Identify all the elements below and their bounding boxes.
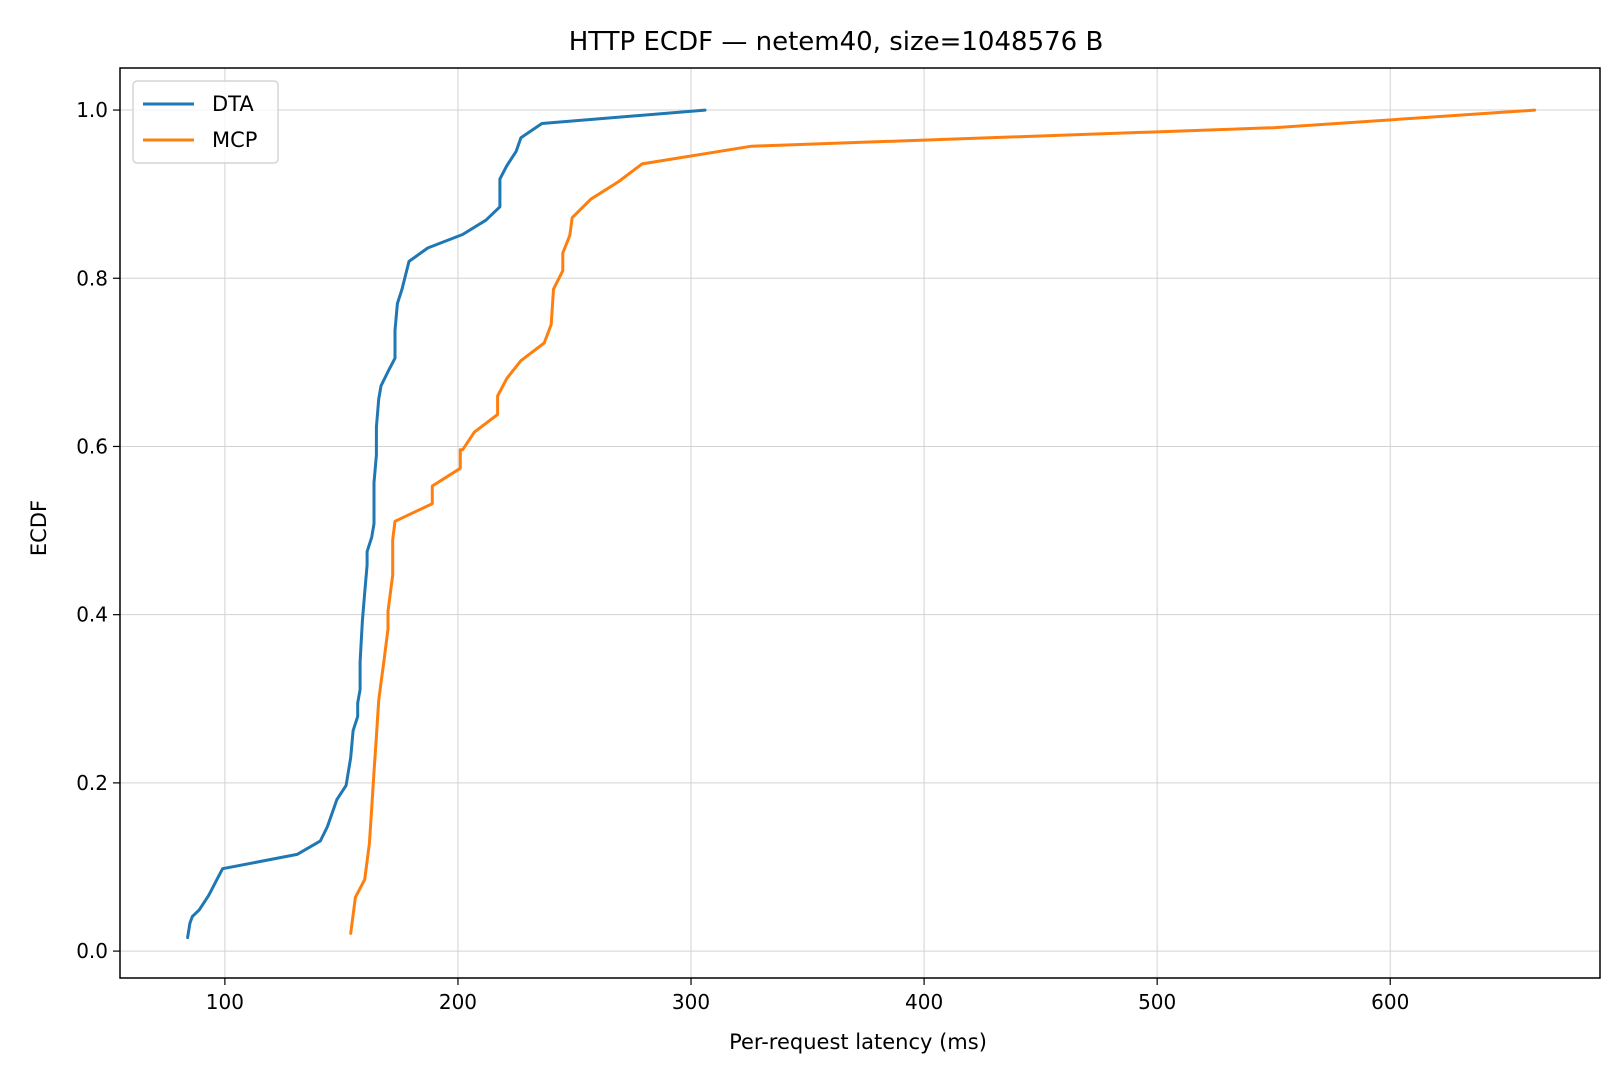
legend-label-mcp: MCP [212,128,257,152]
y-tick-label: 0.4 [76,603,108,627]
x-tick-label: 300 [672,990,710,1014]
y-tick-label: 0.2 [76,771,108,795]
x-axis-label: Per-request latency (ms) [729,1030,987,1054]
chart-title: HTTP ECDF — netem40, size=1048576 B [569,27,1104,57]
series-line-dta [186,108,707,940]
y-tick-label: 1.0 [76,98,108,122]
legend-box [132,80,279,164]
y-tick-label: 0.6 [76,434,108,458]
x-tick-label: 100 [206,990,244,1014]
series-group [186,108,1537,940]
y-tick-label: 0.0 [76,939,108,963]
x-tick-label: 600 [1371,990,1409,1014]
plot-frame [119,67,1601,979]
y-axis: 0.0 0.2 0.4 0.6 0.8 1.0 [76,98,120,963]
legend: DTA MCP [132,80,279,164]
legend-label-dta: DTA [212,92,254,116]
series-line-mcp [349,108,1537,935]
x-tick-label: 500 [1138,990,1176,1014]
grid [120,68,1600,978]
x-tick-label: 400 [905,990,943,1014]
x-axis: 100 200 300 400 500 600 [206,978,1409,1014]
y-tick-label: 0.8 [76,266,108,290]
x-tick-label: 200 [439,990,477,1014]
y-axis-label: ECDF [27,500,51,556]
